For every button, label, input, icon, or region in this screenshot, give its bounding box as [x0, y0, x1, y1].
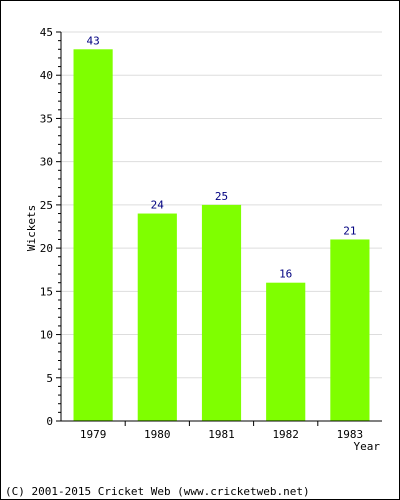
x-axis-title: Year [354, 440, 381, 453]
y-tick-label: 0 [46, 415, 53, 428]
data-label-1979: 43 [86, 34, 99, 47]
x-tick-label-1983: 1983 [337, 428, 364, 441]
data-label-1982: 16 [279, 268, 292, 281]
y-axis-title: Wickets [25, 205, 38, 251]
bar-1981 [201, 204, 242, 421]
bar-1980 [137, 213, 177, 421]
bars [73, 49, 370, 422]
data-label-1983: 21 [343, 224, 356, 237]
data-label-1981: 25 [215, 190, 228, 203]
y-tick-label: 5 [46, 372, 53, 385]
x-tick-label-1981: 1981 [208, 428, 235, 441]
x-tick-label-1980: 1980 [144, 428, 171, 441]
copyright-text: (C) 2001-2015 Cricket Web (www.cricketwe… [5, 485, 310, 498]
x-tick-labels: 1979 1980 1981 1982 1983 [80, 428, 363, 441]
bar-1983 [330, 239, 370, 421]
y-tick-label: 45 [40, 26, 53, 39]
y-tick-label: 10 [40, 329, 53, 342]
y-tick-label: 25 [40, 199, 53, 212]
data-labels: 43 24 25 16 21 [86, 34, 356, 280]
data-label-1980: 24 [151, 199, 165, 212]
y-tick-label: 30 [40, 156, 53, 169]
y-tick-labels: 0 5 10 15 20 25 30 35 40 45 [40, 26, 53, 428]
y-tick-label: 20 [40, 242, 53, 255]
x-tick-label-1979: 1979 [80, 428, 107, 441]
y-tick-label: 15 [40, 285, 53, 298]
axes [56, 31, 382, 426]
y-tick-label: 35 [40, 112, 53, 125]
y-tick-label: 40 [40, 69, 53, 82]
bar-1979 [73, 49, 113, 422]
x-tick-label-1982: 1982 [272, 428, 299, 441]
bar-1982 [266, 282, 306, 421]
